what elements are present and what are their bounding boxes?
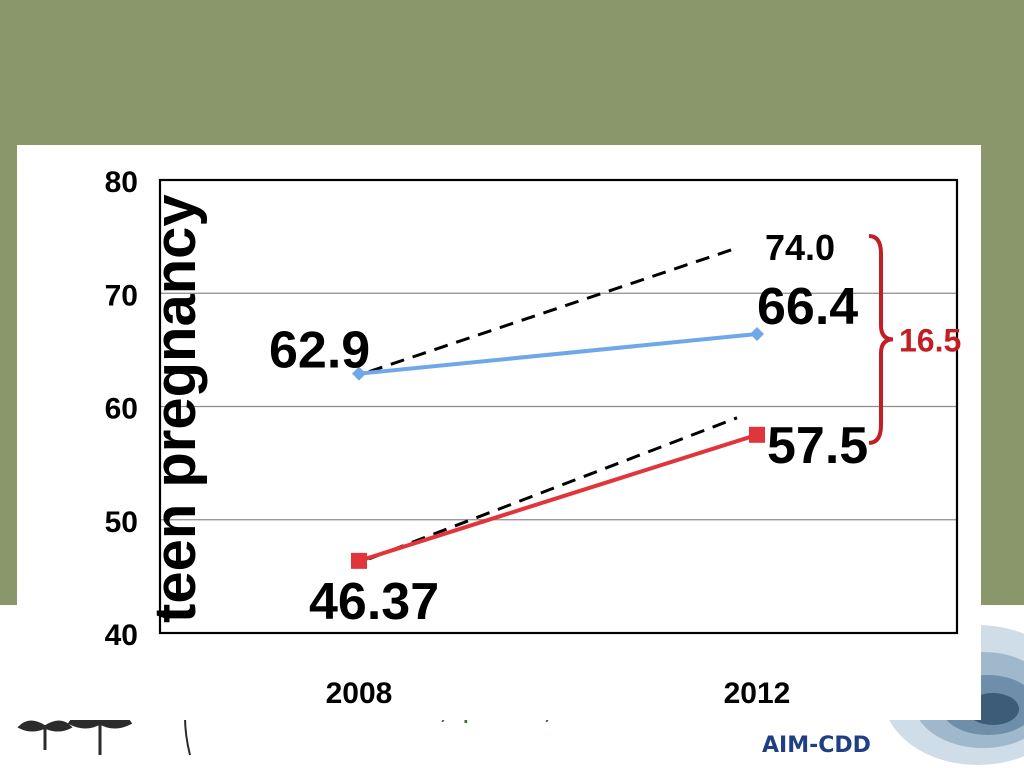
y-tick-label: 40 — [105, 619, 138, 652]
data-label: 57.5 — [767, 417, 868, 475]
chart-card: 40 50 60 70 80 2008 2012 teen pregnancy 74.0 62.9… — [17, 145, 981, 720]
data-point — [352, 366, 366, 381]
difference-brace — [868, 233, 894, 445]
data-point — [750, 327, 764, 342]
projection-label: 74.0 — [765, 227, 835, 268]
difference-label: 16.5 — [899, 322, 961, 358]
data-point — [749, 426, 765, 443]
series-line — [358, 332, 758, 376]
footer-brand: AIM-CDD — [762, 733, 871, 758]
y-axis-label: teen pregnancy — [143, 194, 208, 623]
y-tick-label: 50 — [105, 506, 138, 539]
y-tick-label: 80 — [105, 166, 138, 199]
plot-area — [158, 178, 959, 635]
data-label: 66.4 — [757, 278, 858, 336]
y-tick-label: 60 — [105, 393, 138, 426]
projection-line — [368, 246, 738, 374]
data-label: 46.37 — [309, 573, 439, 631]
x-tick-label: 2008 — [326, 677, 393, 710]
chart: 40 50 60 70 80 2008 2012 teen pregnancy 74.0 62.9… — [105, 166, 962, 710]
data-label: 62.9 — [269, 322, 370, 380]
series-line — [358, 432, 758, 563]
projection-line — [368, 416, 738, 561]
data-point — [351, 552, 367, 569]
y-tick-label: 70 — [105, 279, 138, 312]
x-tick-label: 2012 — [724, 677, 791, 710]
seedling-icon — [17, 712, 191, 756]
